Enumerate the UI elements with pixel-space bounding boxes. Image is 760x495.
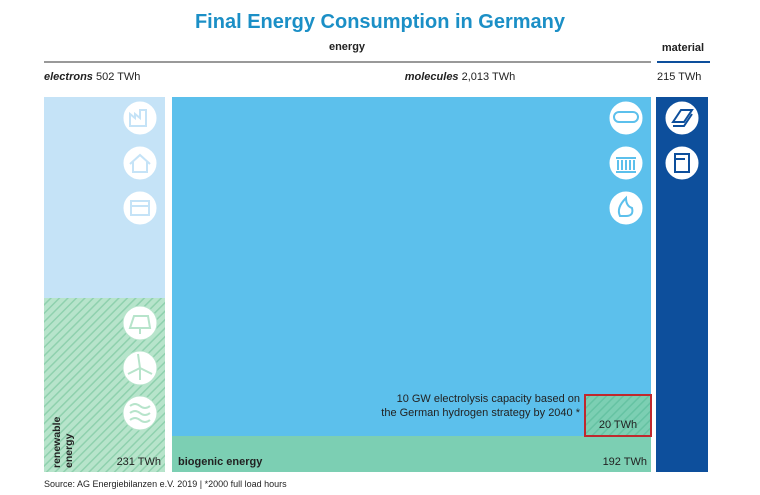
icons	[122, 100, 700, 431]
biogenic-block	[172, 436, 651, 472]
electrons-amount: 502 TWh	[96, 71, 140, 83]
renewable-label-line2: energy	[63, 433, 75, 468]
renewable-label-line1: renewable	[51, 416, 63, 468]
molecules-block	[172, 97, 651, 436]
molecules-amount: 2,013 TWh	[462, 71, 516, 83]
renewable-amount: 231 TWh	[117, 456, 161, 468]
electrons-name: electrons	[44, 71, 93, 83]
energy-label: energy	[329, 41, 366, 53]
electrons-label: electrons 502 TWh	[44, 71, 140, 83]
note-line2: the German hydrogen strategy by 2040 *	[381, 407, 580, 419]
title: Final Energy Consumption in Germany	[195, 11, 566, 33]
biogenic-amount: 192 TWh	[603, 456, 647, 468]
molecules-label: molecules 2,013 TWh	[405, 71, 515, 83]
source: Source: AG Energiebilanzen e.V. 2019 | *…	[44, 479, 287, 489]
hydrogen-amount: 20 TWh	[599, 419, 637, 431]
molecules-name: molecules	[405, 71, 459, 83]
note-line1: 10 GW electrolysis capacity based on	[397, 393, 580, 405]
biogenic-label: biogenic energy	[178, 456, 263, 468]
material-amount: 215 TWh	[657, 71, 701, 83]
material-label: material	[662, 42, 704, 54]
hydrogen-box	[584, 394, 652, 437]
